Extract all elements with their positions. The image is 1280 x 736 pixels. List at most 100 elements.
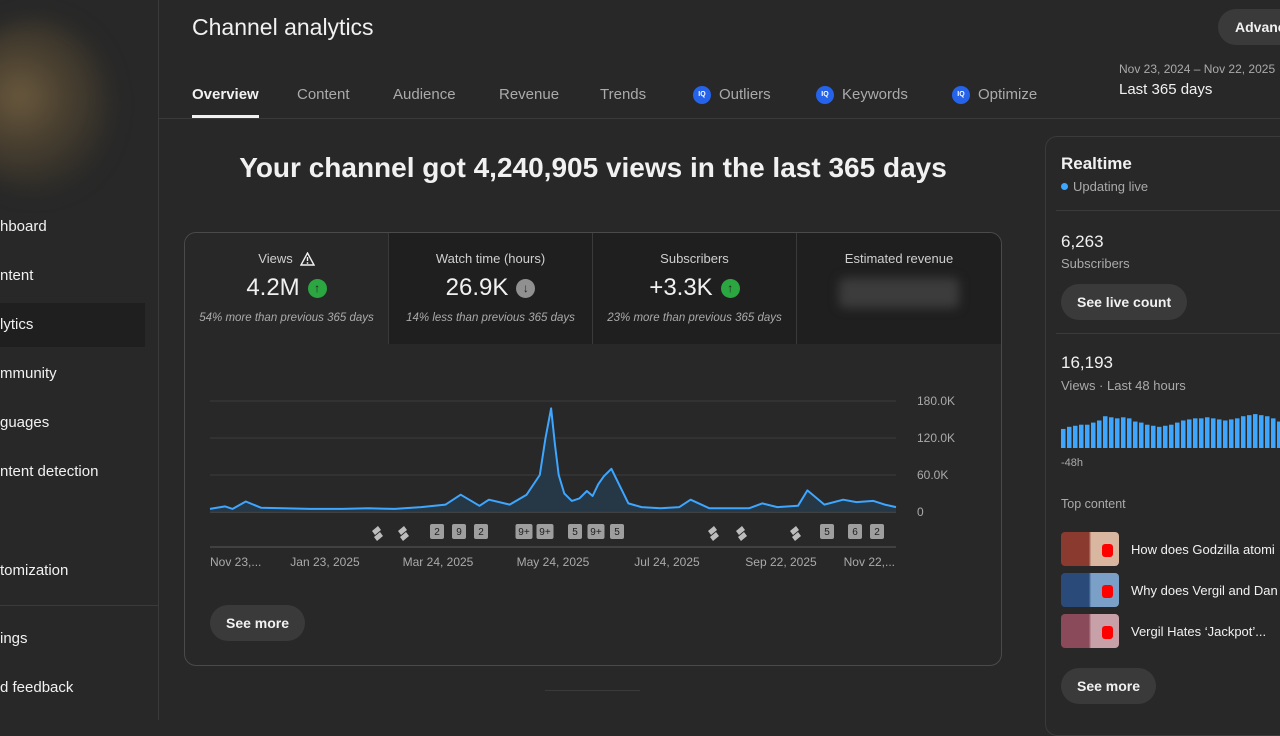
metric-value-text: 26.9K [445,274,509,301]
shorts-upload-marker[interactable] [372,526,383,541]
realtime-bar[interactable] [1151,425,1156,448]
realtime-bar[interactable] [1145,424,1150,448]
metric-card[interactable]: Watch time (hours) 26.9K ↓ 14% less than pr… [389,233,593,344]
realtime-bar[interactable] [1169,424,1174,448]
realtime-bar[interactable] [1223,420,1228,448]
date-range-text[interactable]: Nov 23, 2024 – Nov 22, 2025 [1119,62,1276,76]
realtime-bar[interactable] [1133,421,1138,448]
realtime-bar[interactable] [1121,417,1126,448]
top-content-item[interactable]: How does Godzilla atomi [1061,532,1280,566]
sidebar-item[interactable]: hboard [0,205,145,249]
realtime-bar[interactable] [1175,422,1180,448]
realtime-bar[interactable] [1199,418,1204,448]
sidebar-item[interactable]: ings [0,617,145,661]
realtime-bar[interactable] [1091,422,1096,448]
tab-audience[interactable]: Audience [393,72,456,118]
upload-count-marker[interactable]: 9+ [515,524,533,539]
realtime-bar[interactable] [1115,418,1120,448]
realtime-bar[interactable] [1277,421,1280,448]
tab-outliers[interactable]: IQ Outliers [693,72,771,118]
shorts-upload-marker[interactable] [790,526,801,541]
upload-count-marker[interactable]: 5 [610,524,624,539]
realtime-bar[interactable] [1157,426,1162,448]
realtime-bar[interactable] [1187,419,1192,448]
tab-revenue[interactable]: Revenue [499,72,559,118]
realtime-bar[interactable] [1211,418,1216,448]
shorts-upload-marker[interactable] [398,526,409,541]
realtime-bar[interactable] [1205,417,1210,448]
channel-avatar[interactable] [0,20,110,190]
sidebar-item[interactable]: guages [0,401,145,445]
realtime-bar[interactable] [1193,418,1198,448]
upload-count-marker[interactable]: 5 [568,524,582,539]
sidebar-item[interactable]: d feedback [0,666,145,710]
realtime-bar[interactable] [1271,418,1276,448]
realtime-bar[interactable] [1265,416,1270,448]
top-content-item[interactable]: Vergil Hates ‘Jackpot’... [1061,614,1280,648]
upload-count-marker[interactable]: 2 [430,524,444,539]
video-title[interactable]: Why does Vergil and Dan [1131,582,1278,598]
tab-overview[interactable]: Overview [192,72,259,118]
realtime-bar[interactable] [1241,416,1246,448]
realtime-bar[interactable] [1139,422,1144,448]
sidebar-item[interactable]: lytics [0,303,145,347]
see-more-button[interactable]: See more [210,605,306,641]
video-thumbnail[interactable] [1061,614,1119,648]
realtime-bar[interactable] [1163,425,1168,448]
metric-label: Subscribers [593,251,796,266]
sidebar-item[interactable]: ntent [0,254,145,298]
realtime-bar[interactable] [1073,425,1078,448]
metric-value-text: +3.3K [649,274,713,301]
views-chart[interactable]: 180.0K 120.0K 60.0K 0 2 9 2 9+ 9+ 5 9+ 5 5 6 2 Nov 23,.… [185,344,1002,594]
realtime-bar[interactable] [1253,414,1258,448]
tab-optimize[interactable]: IQ Optimize [952,72,1037,118]
shorts-upload-marker[interactable] [736,526,747,541]
realtime-bar[interactable] [1109,417,1114,448]
top-content-item[interactable]: Why does Vergil and Dan [1061,573,1280,607]
warning-icon[interactable] [299,251,315,266]
sidebar-item[interactable]: tomization [0,549,145,593]
upload-count-marker[interactable]: 2 [870,524,884,539]
see-live-count-button[interactable]: See live count [1061,284,1188,320]
video-thumbnail[interactable] [1061,532,1119,566]
video-title[interactable]: How does Godzilla atomi [1131,541,1275,557]
realtime-bar[interactable] [1127,418,1132,448]
metric-value: 26.9K ↓ [389,274,592,302]
realtime-bar[interactable] [1181,420,1186,448]
upload-count-marker[interactable]: 5 [820,524,834,539]
metric-card[interactable]: Estimated revenue [797,233,1001,344]
shorts-upload-marker[interactable] [708,526,719,541]
realtime-bar[interactable] [1067,426,1072,448]
realtime-see-more-button[interactable]: See more [1061,668,1157,704]
tab-trends[interactable]: Trends [600,72,646,118]
realtime-bar[interactable] [1229,419,1234,448]
realtime-bar[interactable] [1085,424,1090,448]
views-line[interactable] [209,407,897,510]
realtime-bar[interactable] [1103,416,1108,448]
tab-keywords[interactable]: IQ Keywords [816,72,908,118]
tab-content[interactable]: Content [297,72,350,118]
realtime-bar[interactable] [1079,424,1084,448]
metric-card[interactable]: Views 4.2M ↑ 54% more than previous 365 day… [185,233,389,344]
upload-count-marker[interactable]: 2 [474,524,488,539]
video-thumbnail[interactable] [1061,573,1119,607]
date-period-selector[interactable]: Last 365 days [1119,81,1213,98]
advanced-mode-button[interactable]: Advanc [1218,9,1280,45]
realtime-bar[interactable] [1259,415,1264,448]
realtime-bar[interactable] [1097,420,1102,448]
upload-count-marker[interactable]: 9 [452,524,466,539]
realtime-views-bars[interactable] [1061,412,1280,448]
metric-label: Estimated revenue [797,251,1001,266]
metric-card[interactable]: Subscribers +3.3K ↑ 23% more than previous … [593,233,797,344]
tab-label: Outliers [719,86,771,103]
upload-count-marker[interactable]: 9+ [587,524,605,539]
video-title[interactable]: Vergil Hates ‘Jackpot’... [1131,623,1267,639]
realtime-bar[interactable] [1247,415,1252,448]
realtime-bar[interactable] [1235,418,1240,448]
upload-count-marker[interactable]: 6 [848,524,862,539]
realtime-bar[interactable] [1217,419,1222,448]
sidebar-item[interactable]: ntent detection [0,450,145,494]
upload-count-marker[interactable]: 9+ [536,524,554,539]
realtime-bar[interactable] [1061,428,1066,448]
sidebar-item[interactable]: mmunity [0,352,145,396]
